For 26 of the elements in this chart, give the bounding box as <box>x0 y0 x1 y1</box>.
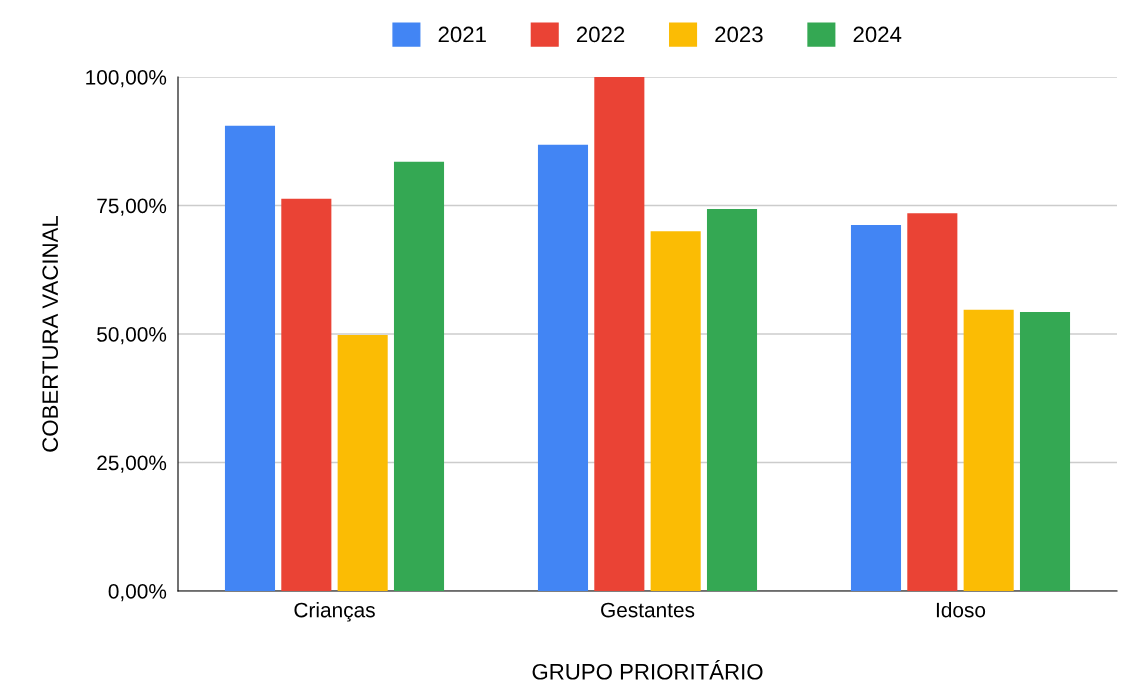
bar <box>850 225 902 591</box>
y-tick-label: 50,00% <box>97 327 167 345</box>
bar <box>706 209 758 591</box>
bar <box>337 335 388 591</box>
bar <box>650 231 701 591</box>
bar <box>594 77 645 591</box>
y-tick-label: 25,00% <box>97 455 167 473</box>
legend-label: 2022 <box>576 26 625 43</box>
bar <box>907 213 958 591</box>
y-tick-label: 0,00% <box>108 584 167 602</box>
x-tick-label: Crianças <box>294 602 375 622</box>
bar <box>224 125 276 591</box>
y-axis-title: COBERTURA VACINAL <box>42 215 59 452</box>
bar <box>537 144 589 591</box>
bar <box>281 198 332 591</box>
x-tick-label: Gestantes <box>601 602 695 618</box>
y-tick-label: 75,00% <box>97 198 167 216</box>
bar <box>1019 311 1071 591</box>
bar <box>963 309 1014 591</box>
y-tick-label: 100,00% <box>86 70 167 88</box>
x-axis-title: GRUPO PRIORITÁRIO <box>532 660 763 680</box>
bar <box>393 161 445 591</box>
x-tick-label: Idoso <box>936 602 986 618</box>
legend-label: 2023 <box>715 26 763 43</box>
legend-label: 2024 <box>853 26 902 43</box>
legend-label: 2021 <box>438 26 486 43</box>
